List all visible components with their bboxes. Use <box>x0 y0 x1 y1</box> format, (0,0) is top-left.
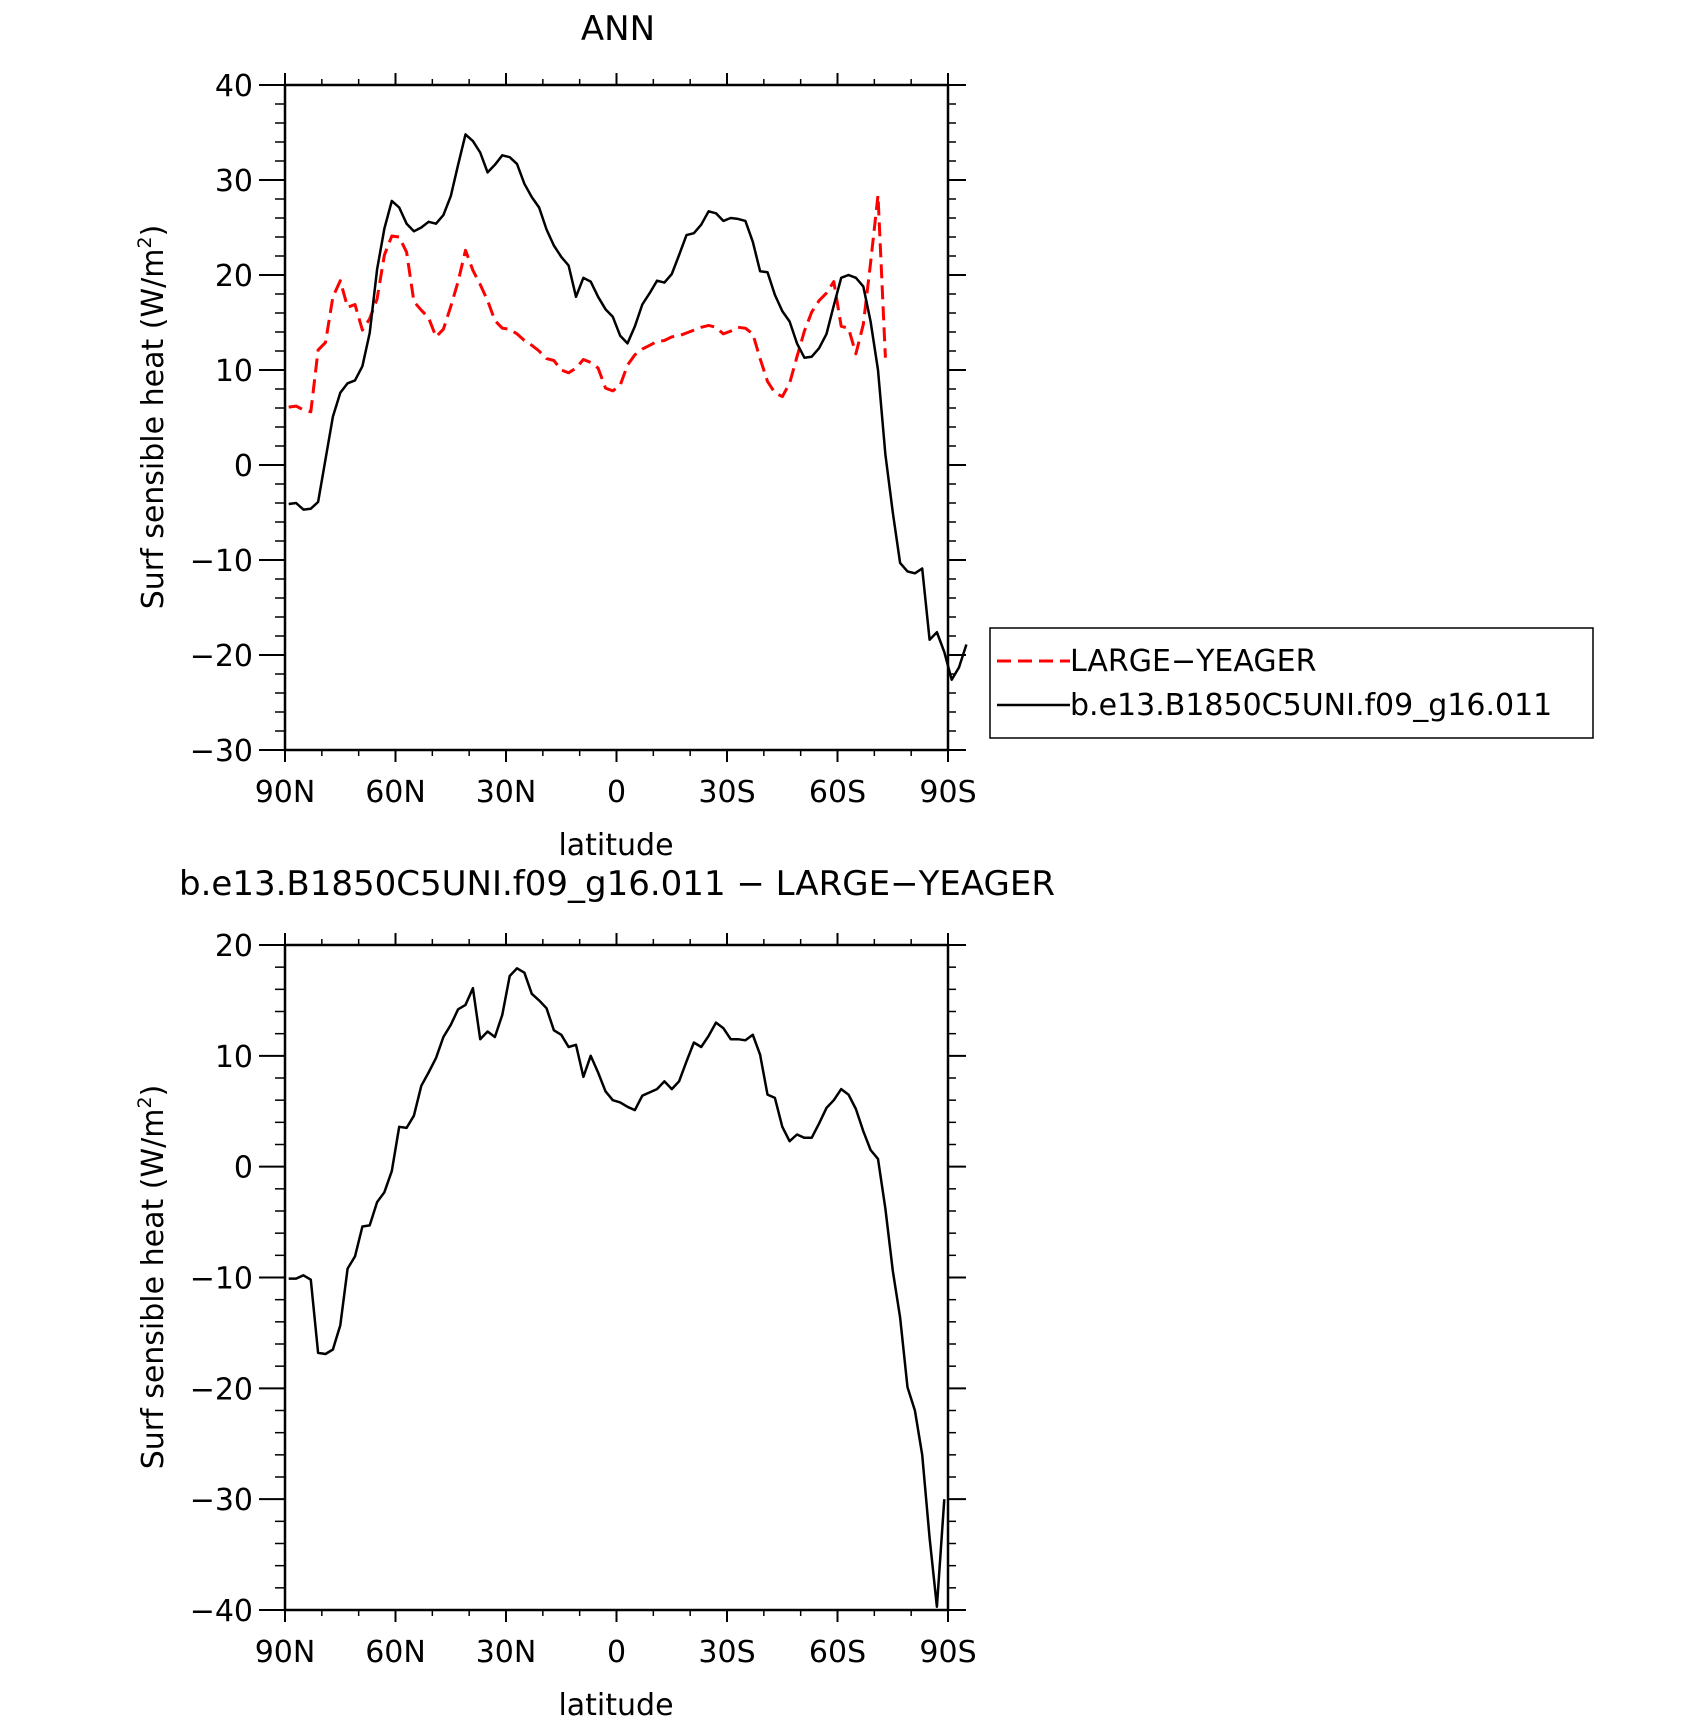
legend-label-model: b.e13.B1850C5UNI.f09_g16.011 <box>1070 688 1552 723</box>
bottom-y-tick-label: 20 <box>215 929 253 964</box>
top-y-tick-labels: −30 −20 −10 0 10 20 30 40 <box>190 69 253 769</box>
bottom-y-axis-label: Surf sensible heat (W/m2) <box>134 1085 171 1470</box>
bottom-x-tick-label: 60N <box>365 1635 426 1670</box>
bottom-y-tick-label: −40 <box>190 1594 253 1629</box>
top-axis-ticks <box>259 73 966 762</box>
bottom-y-tick-label: 10 <box>215 1040 253 1075</box>
bottom-series-line-difference <box>288 967 946 1608</box>
bottom-plot-frame <box>283 943 950 1612</box>
top-y-axis-label: Surf sensible heat (W/m2) <box>134 225 171 610</box>
top-x-axis-label: latitude <box>558 828 673 863</box>
bottom-panel: b.e13.B1850C5UNI.f09_g16.011 − LARGE−YEA… <box>134 864 1055 1723</box>
top-y-tick-label: 20 <box>215 259 253 294</box>
top-y-axis-label-sup: 2 <box>134 236 156 248</box>
bottom-y-tick-label: −20 <box>190 1372 253 1407</box>
bottom-x-tick-label: 30N <box>476 1635 537 1670</box>
bottom-x-tick-label: 30S <box>698 1635 755 1670</box>
legend-box <box>989 627 1594 739</box>
top-x-tick-label: 0 <box>607 775 626 810</box>
bottom-x-tick-labels: 90N 60N 30N 0 30S 60S 90S <box>255 1635 977 1670</box>
top-y-tick-label: 10 <box>215 354 253 389</box>
top-x-tick-label: 90N <box>255 775 316 810</box>
top-x-tick-label: 30S <box>698 775 755 810</box>
bottom-y-tick-label: −30 <box>190 1483 253 1518</box>
bottom-x-axis-label: latitude <box>558 1688 673 1723</box>
top-plot-frame <box>283 83 950 752</box>
top-y-tick-label: −30 <box>190 734 253 769</box>
bottom-x-tick-label: 90N <box>255 1635 316 1670</box>
bottom-axis-ticks <box>259 933 966 1622</box>
top-panel: ANN 90N 60N 30N 0 30S 60S 90S −30 −20 −10 0 10 20 30… <box>134 9 1594 863</box>
bottom-x-tick-label: 90S <box>919 1635 976 1670</box>
top-y-axis-label-close: ) <box>136 225 171 237</box>
bottom-y-axis-label-sup: 2 <box>134 1096 156 1108</box>
bottom-y-tick-label: −10 <box>190 1262 253 1297</box>
top-x-tick-labels: 90N 60N 30N 0 30S 60S 90S <box>255 775 977 810</box>
bottom-x-tick-label: 0 <box>607 1635 626 1670</box>
top-series-lines <box>288 133 968 681</box>
bottom-y-tick-label: 0 <box>234 1151 253 1186</box>
top-y-tick-label: 0 <box>234 449 253 484</box>
top-y-axis-label-main: Surf sensible heat (W/m <box>136 249 171 610</box>
top-y-tick-label: 30 <box>215 164 253 199</box>
top-x-tick-label: 60S <box>809 775 866 810</box>
bottom-chart-title: b.e13.B1850C5UNI.f09_g16.011 − LARGE−YEA… <box>179 864 1055 904</box>
top-x-tick-label: 90S <box>919 775 976 810</box>
top-series-line-model <box>288 133 968 681</box>
top-y-tick-label: −10 <box>190 544 253 579</box>
top-series-line-large-yeager <box>288 193 887 414</box>
top-x-tick-label: 30N <box>476 775 537 810</box>
bottom-y-axis-label-close: ) <box>136 1085 171 1097</box>
bottom-y-tick-labels: −40 −30 −20 −10 0 10 20 <box>190 929 253 1629</box>
top-chart-title: ANN <box>581 9 655 49</box>
bottom-y-axis-label-main: Surf sensible heat (W/m <box>136 1109 171 1470</box>
bottom-x-tick-label: 60S <box>809 1635 866 1670</box>
top-y-tick-label: 40 <box>215 69 253 104</box>
top-y-tick-label: −20 <box>190 639 253 674</box>
legend-label-large-yeager: LARGE−YEAGER <box>1070 644 1316 679</box>
legend: LARGE−YEAGER b.e13.B1850C5UNI.f09_g16.01… <box>989 627 1594 739</box>
bottom-series-lines <box>288 967 946 1608</box>
top-x-tick-label: 60N <box>365 775 426 810</box>
